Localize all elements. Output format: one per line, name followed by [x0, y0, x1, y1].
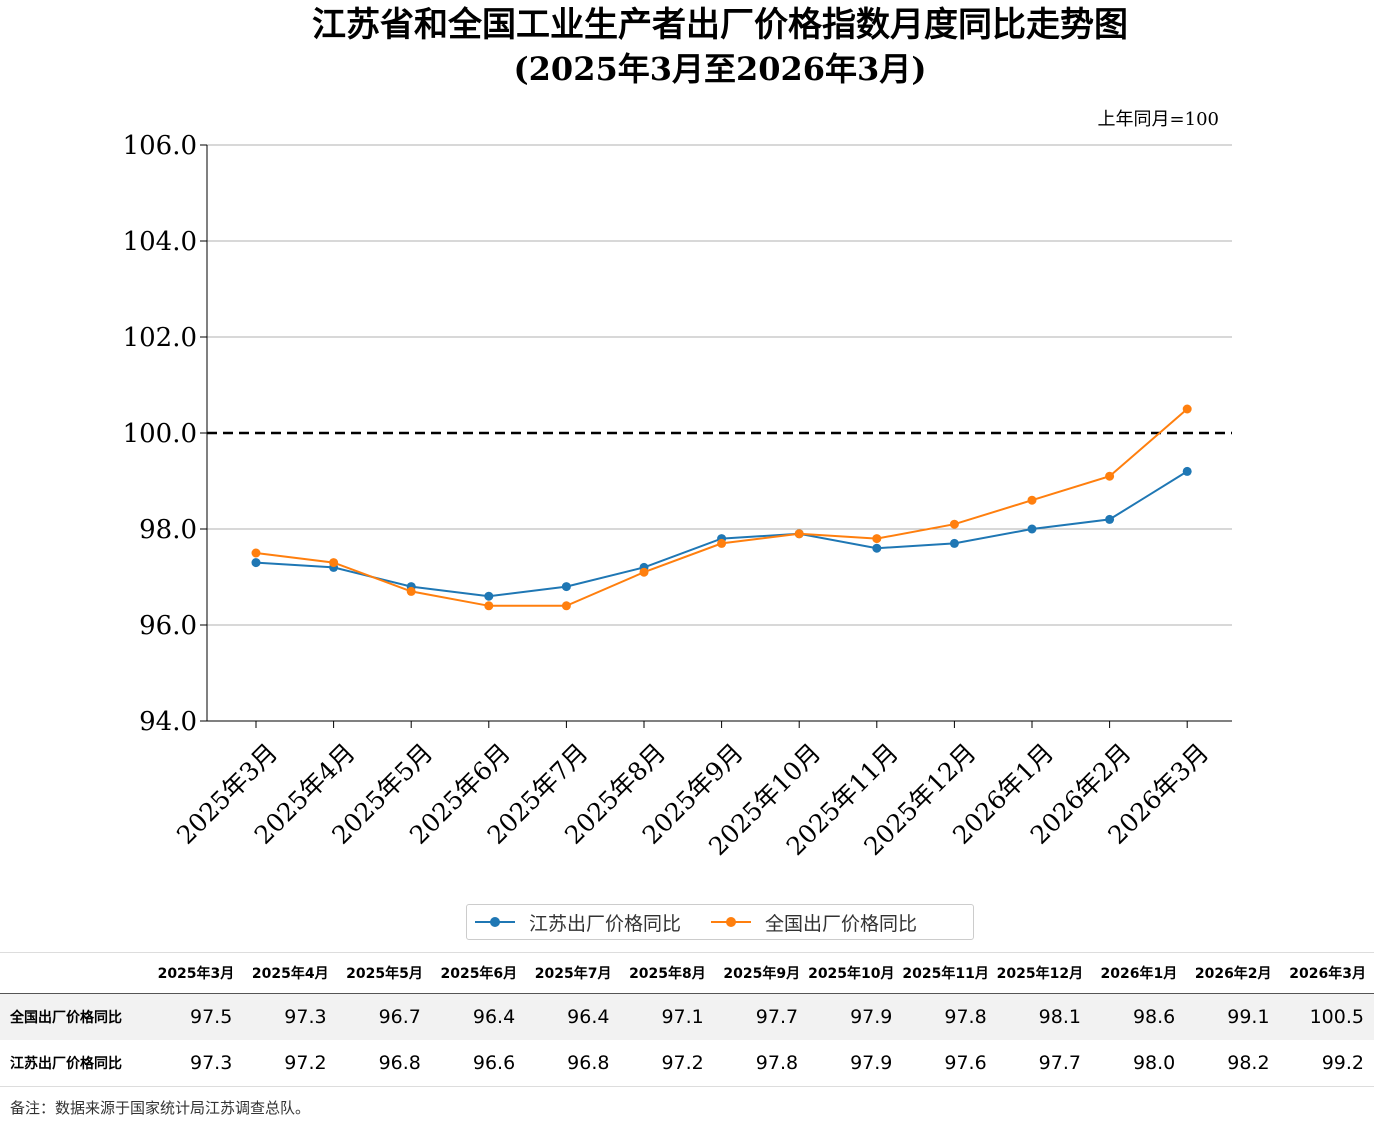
data-point[interactable] — [639, 567, 649, 577]
table-header: 2025年10月 — [808, 952, 903, 994]
data-point[interactable] — [872, 543, 882, 553]
table-cell: 96.4 — [430, 993, 526, 1040]
table-header: 2025年7月 — [525, 952, 620, 994]
table-row: 全国出厂价格同比 97.5 97.3 96.7 96.4 96.4 97.1 9… — [0, 993, 1374, 1040]
line-chart: 上年同月=100 94.0 96.0 98.0 100.0 102.0 104.0 106.… — [123, 109, 1232, 861]
table-cell: 96.8 — [525, 1040, 620, 1087]
table-cell: 99.2 — [1279, 1040, 1374, 1087]
row-label: 全国出厂价格同比 — [0, 993, 148, 1040]
table-header: 2025年8月 — [619, 952, 714, 994]
series-line-1 — [255, 408, 1188, 607]
data-point[interactable] — [561, 582, 571, 592]
legend-item-national[interactable]: 全国出厂价格同比 — [711, 909, 917, 936]
data-point[interactable] — [484, 601, 494, 611]
legend-label-national: 全国出厂价格同比 — [765, 912, 918, 935]
data-table: 2025年3月 2025年4月 2025年5月 2025年6月 2025年7月 … — [0, 952, 1374, 1087]
data-point[interactable] — [1182, 466, 1192, 476]
y-tick-label: 106.0 — [123, 131, 197, 161]
legend: 江苏出厂价格同比 全国出厂价格同比 — [466, 904, 974, 940]
data-point[interactable] — [717, 538, 727, 548]
y-tick-label: 94.0 — [139, 707, 197, 737]
unit-note: 上年同月=100 — [1098, 109, 1219, 130]
data-point[interactable] — [794, 529, 804, 539]
table-header: 2025年4月 — [242, 952, 337, 994]
table-cell: 97.5 — [148, 993, 243, 1040]
y-tick-labels: 94.0 96.0 98.0 100.0 102.0 104.0 106.0 — [123, 131, 197, 737]
table-cell: 100.5 — [1279, 993, 1374, 1040]
data-point[interactable] — [251, 548, 261, 558]
table-header: 2026年2月 — [1185, 952, 1280, 994]
chart-title: 江苏省和全国工业生产者出厂价格指数月度同比走势图 — [312, 5, 1128, 45]
table-header-row: 2025年3月 2025年4月 2025年5月 2025年6月 2025年7月 … — [0, 952, 1374, 994]
y-tick-label: 96.0 — [139, 611, 197, 641]
data-point[interactable] — [561, 601, 571, 611]
row-label: 江苏出厂价格同比 — [0, 1040, 148, 1087]
y-tick-label: 100.0 — [123, 419, 197, 449]
table-header: 2026年1月 — [1090, 952, 1186, 994]
data-point[interactable] — [329, 558, 339, 568]
series-group — [251, 404, 1192, 611]
table-cell: 98.6 — [1090, 993, 1186, 1040]
data-point[interactable] — [1105, 514, 1115, 524]
data-point[interactable] — [1105, 471, 1115, 481]
table-cell: 97.1 — [619, 993, 714, 1040]
y-tick-label: 98.0 — [139, 515, 197, 545]
table-cell: 96.4 — [525, 993, 620, 1040]
table-header: 2025年9月 — [713, 952, 809, 994]
table-cell: 97.3 — [148, 1040, 243, 1087]
table-cell: 97.3 — [242, 993, 337, 1040]
table-cell: 96.7 — [336, 993, 431, 1040]
table-cell: 97.2 — [242, 1040, 337, 1087]
data-point[interactable] — [406, 586, 416, 596]
table-header: 2025年5月 — [336, 952, 431, 994]
legend-swatch-jiangsu — [475, 915, 515, 929]
table-cell: 97.2 — [619, 1040, 714, 1087]
data-point[interactable] — [1182, 404, 1192, 414]
data-point[interactable] — [949, 519, 959, 529]
table-cell: 97.7 — [996, 1040, 1091, 1087]
table-cell: 97.8 — [713, 1040, 809, 1087]
data-point[interactable] — [1027, 524, 1037, 534]
table-row: 江苏出厂价格同比 97.3 97.2 96.8 96.6 96.8 97.2 9… — [0, 1040, 1374, 1087]
table-cell: 97.7 — [713, 993, 809, 1040]
data-point[interactable] — [484, 591, 494, 601]
data-point[interactable] — [872, 534, 882, 544]
chart-subtitle: (2025年3月至2026年3月) — [513, 50, 927, 88]
data-point[interactable] — [949, 538, 959, 548]
y-tick-label: 102.0 — [123, 323, 197, 353]
table-corner — [0, 952, 148, 994]
table-cell: 97.8 — [902, 993, 997, 1040]
axes — [200, 144, 1232, 728]
legend-item-jiangsu[interactable]: 江苏出厂价格同比 — [475, 909, 681, 936]
y-tick-label: 104.0 — [123, 227, 197, 257]
table-cell: 98.2 — [1185, 1040, 1280, 1087]
x-tick-labels: 2025年3月2025年4月2025年5月2025年6月2025年7月2025年… — [171, 738, 1214, 861]
table-cell: 96.6 — [430, 1040, 526, 1087]
series-line-0 — [255, 470, 1188, 598]
table-cell: 98.1 — [996, 993, 1091, 1040]
table-cell: 97.6 — [902, 1040, 997, 1087]
data-point[interactable] — [251, 558, 261, 568]
table-header: 2025年3月 — [148, 952, 243, 994]
table-cell: 97.9 — [808, 993, 903, 1040]
table-cell: 96.8 — [336, 1040, 431, 1087]
data-point[interactable] — [1027, 495, 1037, 505]
table-cell: 97.9 — [808, 1040, 903, 1087]
table-header: 2025年6月 — [430, 952, 526, 994]
table-cell: 98.0 — [1090, 1040, 1186, 1087]
table-header: 2025年12月 — [996, 952, 1091, 994]
legend-label-jiangsu: 江苏出厂价格同比 — [529, 912, 682, 935]
footnote: 备注：数据来源于国家统计局江苏调查总队。 — [10, 1099, 311, 1117]
table-cell: 99.1 — [1185, 993, 1280, 1040]
table-header: 2026年3月 — [1279, 952, 1374, 994]
legend-swatch-national — [711, 915, 752, 929]
table-header: 2025年11月 — [902, 952, 997, 994]
